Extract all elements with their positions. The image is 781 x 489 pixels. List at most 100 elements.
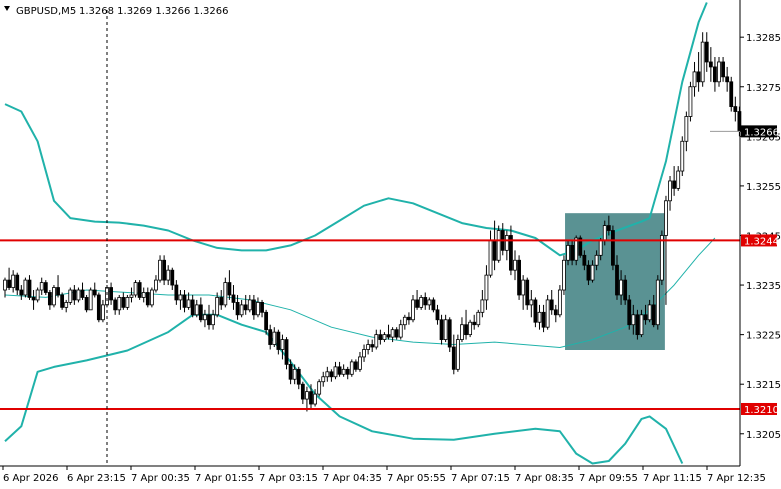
candle [329,369,334,382]
candle-body [374,334,379,348]
candle-body [602,225,607,241]
candle-body [296,368,301,385]
candle [182,290,187,313]
candle [117,294,122,315]
candle [35,287,40,303]
candle-body [533,299,538,323]
candle-body [525,279,530,306]
time-tick-label: 7 Apr 11:15 [643,473,702,484]
candle-body [578,237,583,256]
candle-body [101,304,105,321]
candle [672,166,677,196]
candle-body [247,299,252,311]
candle [480,290,485,318]
level-price-tag: 1.3244 [741,234,779,247]
price-tags-layer: 1.3244 1.3210 1.3266 [710,125,779,416]
candle-body [386,334,391,338]
candle [447,317,452,352]
candle [88,287,93,311]
candle-body [239,304,244,316]
candle [704,32,709,72]
candle-body [415,299,419,308]
candle [659,230,664,286]
candle-body [696,71,701,83]
candle [533,297,538,328]
candle-body [96,294,101,321]
collapse-triangle-icon[interactable] [4,6,10,11]
candle [713,57,717,92]
candle [615,255,619,300]
candle [317,379,322,397]
candle-body [427,299,432,306]
candle-body [570,244,575,261]
horizontal-levels-layer [0,239,740,410]
current-price-tag-text: 1.3266 [744,127,779,138]
candle-body [329,371,334,378]
candle-body [284,339,289,365]
candle-body [447,319,452,348]
candle [345,366,350,380]
candle-body [345,368,350,375]
candle [215,292,220,318]
candle [545,294,550,330]
candle-body [529,299,534,306]
candle [92,282,97,298]
candle [154,275,158,293]
candle [411,294,415,323]
candle [496,225,501,263]
time-tick-label: 7 Apr 00:35 [131,473,190,484]
candle [578,235,583,258]
candle-body [109,287,113,301]
candle-body [325,371,330,378]
candle [15,272,20,295]
time-tick-label: 6 Apr 23:15 [67,473,126,484]
candle [60,292,65,310]
candle [717,57,721,87]
candle [243,294,248,315]
candle-body [170,269,175,286]
candle [284,337,289,370]
candle [635,309,640,340]
candle-body [268,329,273,345]
candle [366,339,371,355]
candle-body [113,299,118,311]
candle-body [47,292,52,306]
time-tick-label: 7 Apr 04:35 [323,473,382,484]
candle [296,366,301,390]
candle-body [517,259,521,296]
candle-body [313,393,317,405]
candle [362,344,366,362]
price-tick-label: 1.3205 [746,430,781,441]
candle-body [504,235,509,251]
candle-body [390,329,395,338]
candle-body [31,297,36,301]
candle [725,66,730,92]
candle [435,304,440,325]
candle [721,57,725,82]
candle [586,260,591,286]
candle-body [627,299,632,326]
candle-body [672,180,677,189]
candle [627,294,632,330]
candle-body [635,314,640,336]
candle-body [321,376,326,383]
candle [439,314,444,345]
candle [688,81,693,122]
candle-body [680,140,685,172]
symbol-label: GBPUSD,M5 [16,6,76,17]
candle-body [292,368,297,380]
band-lower [4,313,684,465]
candle [729,76,734,112]
candle-body [154,279,158,291]
candle-body [423,297,428,306]
price-tick-label: 1.3255 [746,182,781,193]
candle [72,285,77,305]
candle [313,389,317,407]
candles-layer [3,32,742,412]
candle-body [23,279,28,296]
candle [133,280,138,298]
time-tick-label: 7 Apr 03:15 [259,473,318,484]
candle-body [664,200,668,236]
candle-body [186,299,191,308]
